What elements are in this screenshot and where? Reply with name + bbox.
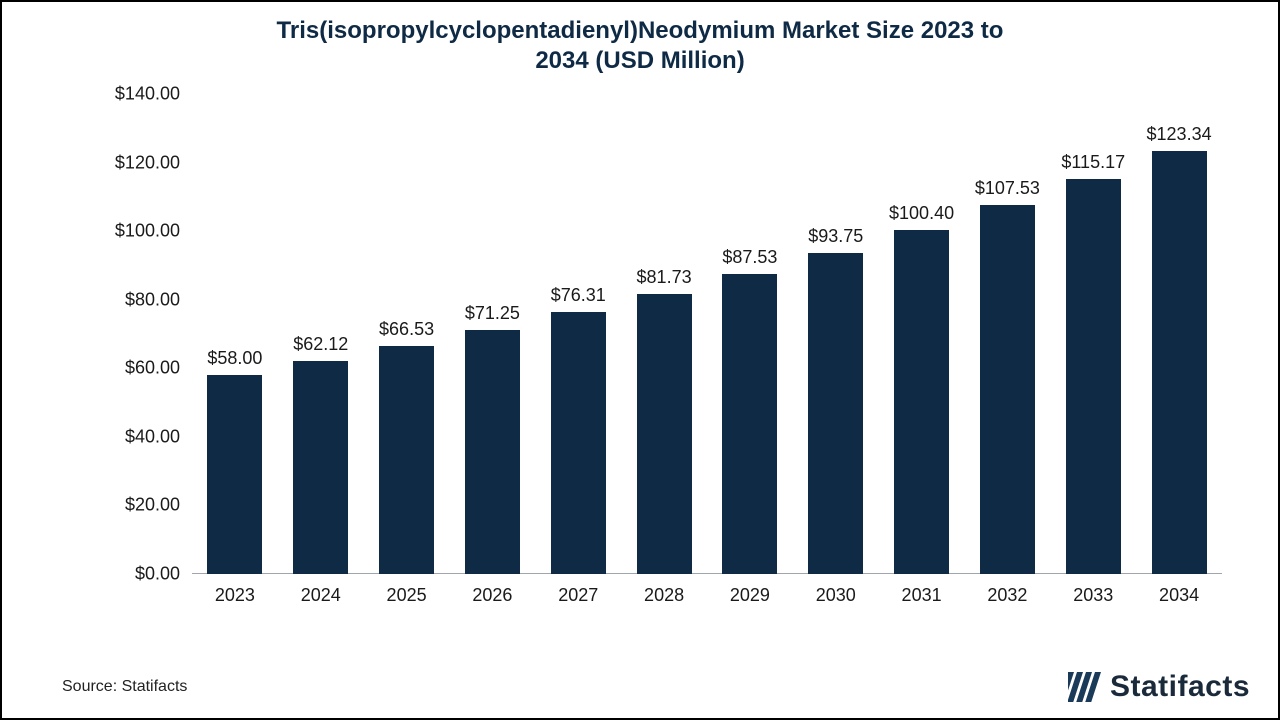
chart-title: Tris(isopropylcyclopentadienyl)Neodymium…	[210, 2, 1070, 76]
bar-group: $123.34	[1152, 151, 1207, 574]
y-tick-label: $40.00	[62, 426, 180, 447]
bar-value-label: $76.31	[551, 285, 606, 312]
bar-group: $107.53	[980, 205, 1035, 574]
y-tick-label: $120.00	[62, 152, 180, 173]
chart-frame: Tris(isopropylcyclopentadienyl)Neodymium…	[0, 0, 1280, 720]
bar-group: $66.53	[379, 346, 434, 574]
bar-group: $115.17	[1066, 179, 1121, 574]
bar-group: $87.53	[722, 274, 777, 574]
bar-value-label: $81.73	[637, 267, 692, 294]
x-tick-label: 2034	[1159, 585, 1199, 606]
plot-region: $58.00 $62.12 $66.53 $71.25 $76.31 $81.73 $87.…	[192, 94, 1222, 574]
x-tick-label: 2023	[215, 585, 255, 606]
bar	[551, 312, 606, 574]
bar-value-label: $107.53	[975, 178, 1040, 205]
title-line-1: Tris(isopropylcyclopentadienyl)Neodymium…	[277, 17, 1004, 44]
bar-value-label: $87.53	[722, 247, 777, 274]
bar	[379, 346, 434, 574]
source-attribution: Source: Statifacts	[62, 678, 187, 696]
bar-group: $100.40	[894, 230, 949, 574]
x-tick-label: 2032	[987, 585, 1027, 606]
y-tick-label: $0.00	[62, 564, 180, 585]
bar	[465, 330, 520, 574]
bar-group: $81.73	[637, 294, 692, 574]
bar-value-label: $58.00	[207, 348, 262, 375]
y-tick-label: $100.00	[62, 221, 180, 242]
statifacts-icon	[1068, 672, 1102, 702]
x-tick-label: 2033	[1073, 585, 1113, 606]
bar-group: $71.25	[465, 330, 520, 574]
bar-group: $62.12	[293, 361, 348, 574]
title-line-2: 2034 (USD Million)	[535, 47, 744, 74]
x-tick-label: 2024	[301, 585, 341, 606]
chart-area: $0.00 $20.00 $40.00 $60.00 $80.00 $100.00 $120…	[62, 94, 1222, 624]
bar-value-label: $62.12	[293, 334, 348, 361]
y-tick-label: $80.00	[62, 289, 180, 310]
x-tick-label: 2027	[558, 585, 598, 606]
bar-group: $58.00	[207, 375, 262, 574]
x-tick-label: 2025	[387, 585, 427, 606]
bar-value-label: $66.53	[379, 319, 434, 346]
x-tick-label: 2028	[644, 585, 684, 606]
brand-name: Statifacts	[1110, 670, 1250, 704]
x-tick-label: 2026	[472, 585, 512, 606]
bar-group: $76.31	[551, 312, 606, 574]
y-tick-label: $60.00	[62, 358, 180, 379]
bar-value-label: $93.75	[808, 226, 863, 253]
bar	[980, 205, 1035, 574]
bar	[1152, 151, 1207, 574]
bar	[1066, 179, 1121, 574]
bar	[808, 253, 863, 574]
x-axis-ticks: 2023 2024 2025 2026 2027 2028 2029 2030 2031 2032…	[192, 574, 1222, 624]
bar-value-label: $100.40	[889, 203, 954, 230]
bar	[293, 361, 348, 574]
x-tick-label: 2029	[730, 585, 770, 606]
bar-value-label: $123.34	[1147, 124, 1212, 151]
bar	[722, 274, 777, 574]
y-tick-label: $140.00	[62, 84, 180, 105]
brand-logo: Statifacts	[1068, 670, 1250, 704]
bar	[637, 294, 692, 574]
x-tick-label: 2030	[816, 585, 856, 606]
bar-value-label: $115.17	[1061, 152, 1125, 179]
bar-group: $93.75	[808, 253, 863, 574]
bar	[894, 230, 949, 574]
bar	[207, 375, 262, 574]
x-tick-label: 2031	[902, 585, 942, 606]
bar-value-label: $71.25	[465, 303, 520, 330]
y-tick-label: $20.00	[62, 495, 180, 516]
